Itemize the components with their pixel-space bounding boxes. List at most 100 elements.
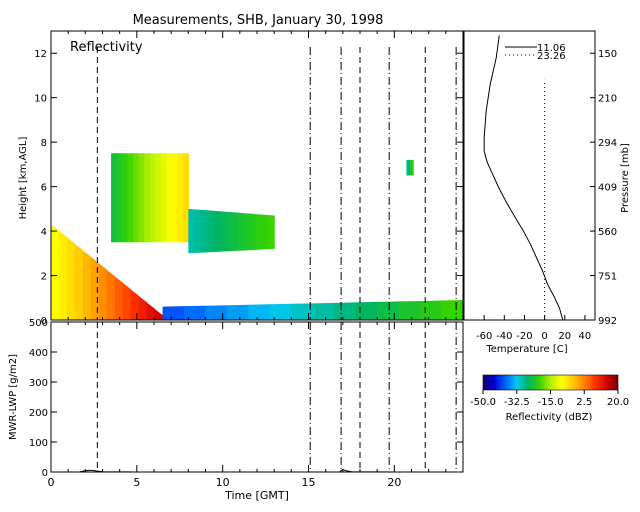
echo-cell [138, 296, 148, 320]
echo-cell [194, 209, 202, 253]
echo-cell [116, 153, 123, 243]
reflectivity-axes: 0 2 4 6 8 10 12 [34, 31, 464, 327]
temp-tick-label: 0 [541, 331, 547, 342]
colorbar-label: Reflectivity (dBZ) [506, 412, 593, 423]
lwp-panel: MWR-LWP [g/m2] Time [GMT] 01002003004005… [8, 318, 464, 502]
pressure-tick-label: 409 [598, 183, 617, 194]
echo-region-3 [188, 208, 275, 254]
colorbar: -50.0 -32.5 -15.0 2.5 20.0 Reflectivity (dBZ… [470, 374, 629, 423]
temp-tick-label: -20 [516, 331, 532, 342]
sounding-axes: 992 751 560 409 294 210 150 -60 -40 -20 0 20 40 [476, 49, 617, 342]
echo-cell [155, 153, 162, 243]
echo-cell [74, 243, 84, 320]
echo-cell [171, 153, 178, 243]
echo-cell [268, 215, 275, 250]
x-tick-label: 20 [387, 476, 401, 489]
echo-cell [98, 263, 108, 320]
echo-cell [146, 302, 156, 320]
lwp-y-tick-label: 300 [29, 378, 48, 389]
echo-cell [255, 214, 263, 250]
echo-cell [441, 300, 463, 320]
echo-cell [130, 289, 140, 320]
echo-cell [188, 208, 196, 254]
time-axis-label: Time [GMT] [224, 489, 289, 502]
echo-cell [231, 212, 238, 252]
sounding-series [483, 35, 564, 320]
temp-tick-label: -60 [476, 331, 492, 342]
echo-cell [243, 213, 251, 251]
figure-title: Measurements, SHB, January 30, 1998 [133, 13, 384, 28]
echo-region-5 [406, 159, 414, 176]
temperature-axis-label: Temperature [C] [485, 344, 567, 355]
echo-cell [177, 153, 184, 243]
colorbar-tick-label: -32.5 [504, 397, 530, 408]
echo-cell [212, 210, 220, 253]
echo-cell [154, 309, 164, 320]
lwp-frame [50, 321, 464, 473]
y-tick-label: 2 [41, 272, 47, 283]
echo-cell [218, 211, 226, 252]
lwp-axis-label: MWR-LWP [g/m2] [8, 354, 19, 440]
sounding-panel: 992 751 560 409 294 210 150 -60 -40 -20 0 20 40 11.0… [463, 30, 631, 355]
echo-cell [133, 153, 140, 243]
echo-cell [261, 214, 269, 250]
echo-cell [377, 301, 400, 320]
pressure-axis-label: Pressure [mb] [620, 143, 631, 213]
echo-cell [269, 303, 292, 320]
echo-cell [106, 269, 116, 320]
echo-cell [205, 305, 228, 320]
colorbar-tick-label: 2.5 [576, 397, 592, 408]
sounding-line-1 [483, 35, 564, 320]
echo-cell [355, 301, 378, 320]
echo-cell [420, 300, 443, 320]
echo-cell [398, 300, 421, 320]
echo-cell [237, 212, 245, 251]
y-tick-label: 6 [41, 183, 47, 194]
echo-cell [200, 209, 208, 253]
echo-cell [184, 305, 207, 320]
echo-region-4 [162, 300, 463, 320]
lwp-y-tick-label: 100 [29, 438, 48, 449]
lwp-y-tick-label: 500 [29, 318, 48, 329]
colorbar-tick-label: -15.0 [538, 397, 564, 408]
echo-cell [51, 224, 60, 320]
x-tick-label: 5 [133, 476, 140, 489]
lwp-y-tick-label: 0 [42, 468, 48, 479]
echo-cell [248, 304, 271, 320]
echo-region-1 [51, 224, 164, 320]
echo-cell [149, 153, 156, 243]
legend-entry: 23.26 [537, 51, 566, 62]
echo-cell [122, 283, 132, 320]
pressure-tick-label: 294 [598, 138, 617, 149]
y-tick-label: 8 [41, 138, 47, 149]
echo-cell [90, 256, 100, 320]
echo-cell [249, 213, 257, 251]
colorbar-tick-label: 20.0 [607, 397, 629, 408]
echo-cell [291, 303, 314, 320]
echo-cell [182, 153, 189, 243]
pressure-tick-label: 992 [598, 316, 617, 327]
colorbar-tick-label: -50.0 [470, 397, 496, 408]
echo-cell [225, 211, 232, 252]
echo-cell [82, 250, 92, 320]
echo-cell [412, 159, 414, 176]
echo-cell [160, 153, 167, 243]
x-tick-label: 15 [302, 476, 316, 489]
lwp-y-tick-label: 200 [29, 408, 48, 419]
temp-tick-label: 20 [558, 331, 571, 342]
y-tick-label: 4 [41, 227, 47, 238]
pressure-tick-label: 210 [598, 94, 617, 105]
echo-cell [122, 153, 129, 243]
x-tick-label: 0 [48, 476, 55, 489]
x-tick-label: 10 [216, 476, 230, 489]
reflectivity-panel-label: Reflectivity [70, 40, 143, 55]
echo-cell [226, 304, 250, 320]
echo-cell [111, 153, 118, 243]
echo-cell [138, 153, 145, 243]
echo-cell [166, 153, 173, 243]
y-tick-label: 12 [34, 49, 47, 60]
temp-tick-label: -40 [496, 331, 512, 342]
reflectivity-event-lines [96, 47, 457, 320]
